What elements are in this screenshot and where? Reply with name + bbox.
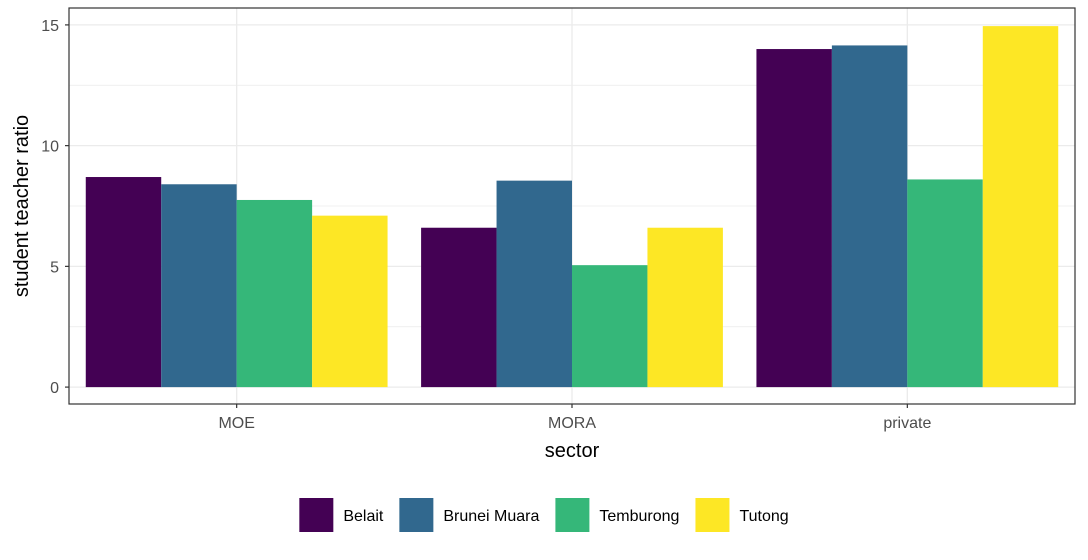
y-axis: 0 5 10 15 [41,18,69,397]
x-tick-label-mora: MORA [548,415,596,432]
bar-moe-belait [85,177,162,388]
bars-layer [85,26,1059,388]
bar-private-tutong [982,26,1059,388]
legend-label-temburong: Temburong [599,508,679,525]
bar-moe-brunei-muara [161,184,237,388]
bar-moe-tutong [312,215,388,388]
bar-private-belait [756,49,832,388]
legend-key-temburong [555,498,590,532]
legend-label-belait: Belait [343,508,384,525]
bar-moe-temburong [236,199,313,388]
y-tick-label: 5 [50,259,59,276]
legend-label-brunei-muara: Brunei Muara [443,508,539,525]
legend-key-tutong [695,498,730,532]
legend-label-tutong: Tutong [739,508,788,525]
x-axis-title: sector [545,440,600,462]
x-axis: MOE MORA private [218,404,931,432]
y-axis-title: student teacher ratio [11,115,33,297]
y-tick-label: 0 [50,380,59,397]
y-tick-label: 15 [41,18,59,35]
legend-key-belait [299,498,334,532]
x-tick-label-private: private [883,415,931,432]
bar-mora-tutong [647,227,723,388]
y-tick-label: 10 [41,139,59,156]
legend: Belait Brunei Muara Temburong Tutong [299,498,789,532]
bar-mora-temburong [572,265,648,388]
bar-private-brunei-muara [831,45,908,388]
bar-private-temburong [907,179,983,388]
bar-mora-belait [421,227,497,388]
legend-key-brunei-muara [399,498,434,532]
bar-mora-brunei-muara [496,180,572,388]
x-tick-label-moe: MOE [218,415,254,432]
